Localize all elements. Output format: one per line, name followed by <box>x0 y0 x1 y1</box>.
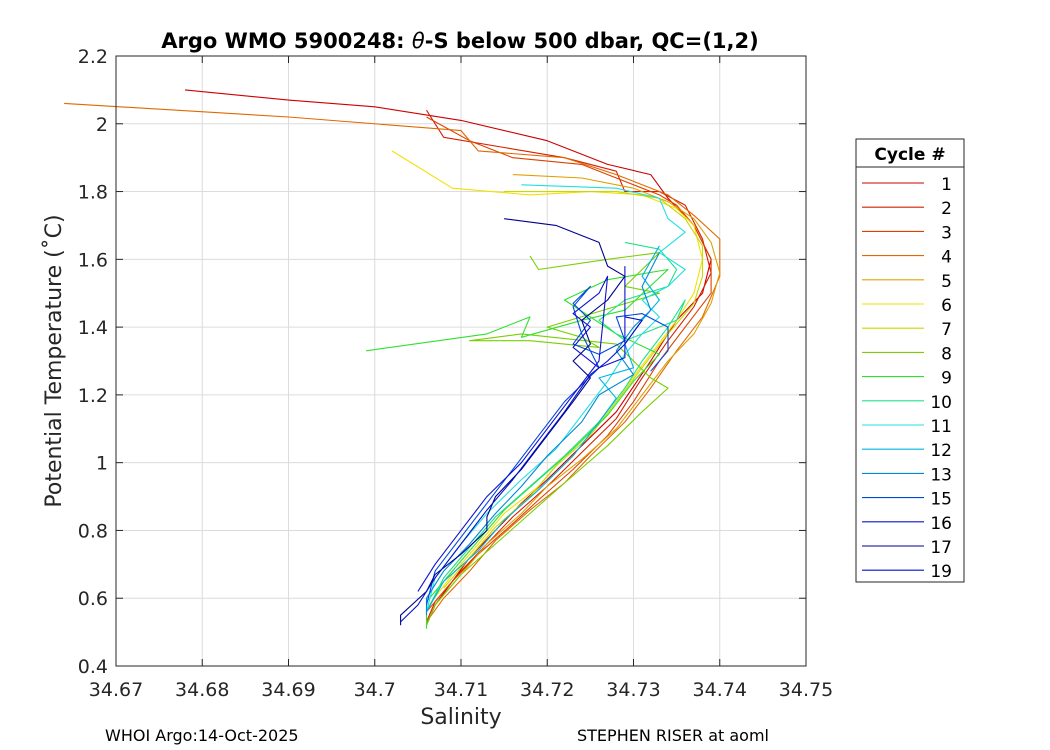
series-line-cycle-4 <box>64 102 721 623</box>
series-line-cycle-2 <box>425 109 712 623</box>
y-tick-label: 1 <box>96 453 108 475</box>
series-line-cycle-17 <box>400 218 626 626</box>
legend-label-cycle-17: 17 <box>930 538 952 558</box>
x-tick-label: 34.71 <box>434 679 488 701</box>
series-line-cycle-5 <box>434 174 721 606</box>
footer-left: WHOI Argo:14-Oct-2025 <box>105 726 299 745</box>
series-line-cycle-15 <box>425 285 669 606</box>
legend-label-cycle-12: 12 <box>930 441 952 461</box>
y-tick-label: 1.2 <box>78 385 108 407</box>
legend-label-cycle-3: 3 <box>941 223 952 243</box>
legend-label-cycle-1: 1 <box>941 175 952 195</box>
series-line-cycle-12 <box>426 245 660 613</box>
x-tick-label: 34.7 <box>354 679 396 701</box>
legend-label-cycle-19: 19 <box>930 562 952 582</box>
x-tick-label: 34.67 <box>89 679 143 701</box>
y-tick-label: 1.8 <box>78 182 108 204</box>
tick-marks <box>115 55 807 667</box>
legend-title: Cycle # <box>874 145 945 165</box>
x-tick-label: 34.69 <box>261 679 315 701</box>
y-axis-label: Potential Temperature (˚C) <box>42 214 67 507</box>
legend-label-cycle-15: 15 <box>930 490 952 510</box>
x-axis-label: Salinity <box>420 705 501 730</box>
legend-label-cycle-4: 4 <box>941 248 952 268</box>
legend-label-cycle-9: 9 <box>941 369 952 389</box>
y-tick-labels: 0.4 0.6 0.8 1 1.2 1.4 1.6 1.8 2 2.2 <box>78 46 108 678</box>
y-tick-label: 0.4 <box>78 656 108 678</box>
legend-label-cycle-2: 2 <box>941 199 952 219</box>
series-line-cycle-19 <box>400 316 643 623</box>
y-tick-label: 2.2 <box>78 46 108 68</box>
y-tick-label: 2 <box>96 114 108 136</box>
y-tick-label: 0.6 <box>78 588 108 610</box>
x-tick-label: 34.73 <box>606 679 660 701</box>
series-line-cycle-3 <box>426 116 712 613</box>
series-line-cycle-8 <box>425 252 669 626</box>
series-line-cycle-11 <box>425 184 686 612</box>
legend-label-cycle-13: 13 <box>930 465 952 485</box>
chart-title: Argo WMO 5900248: θ-S below 500 dbar, QC… <box>161 29 758 53</box>
x-tick-label: 34.75 <box>779 679 833 701</box>
legend-label-cycle-6: 6 <box>941 296 952 316</box>
x-tick-labels: 34.67 34.68 34.69 34.7 34.71 34.72 34.73 34.74 3… <box>89 679 833 701</box>
legend-box <box>855 138 965 583</box>
series-line-cycle-9 <box>366 268 669 629</box>
legend-label-cycle-7: 7 <box>941 320 952 340</box>
series-line-cycle-16 <box>417 266 626 592</box>
x-tick-label: 34.74 <box>693 679 747 701</box>
legend-label-cycle-5: 5 <box>941 272 952 292</box>
x-tick-label: 34.72 <box>520 679 574 701</box>
y-tick-label: 1.6 <box>78 249 108 271</box>
legend-label-cycle-11: 11 <box>930 417 952 437</box>
legend-label-cycle-10: 10 <box>930 393 952 413</box>
series-line-cycle-1 <box>184 89 712 626</box>
series-group <box>64 89 721 629</box>
y-tick-label: 1.4 <box>78 317 108 339</box>
y-tick-label: 0.8 <box>78 520 108 542</box>
legend-label-cycle-8: 8 <box>941 344 952 364</box>
series-line-cycle-13 <box>425 252 660 616</box>
grid <box>116 56 806 666</box>
legend-label-cycle-16: 16 <box>930 514 952 534</box>
footer-right: STEPHEN RISER at aoml <box>577 726 769 745</box>
x-tick-label: 34.68 <box>175 679 229 701</box>
